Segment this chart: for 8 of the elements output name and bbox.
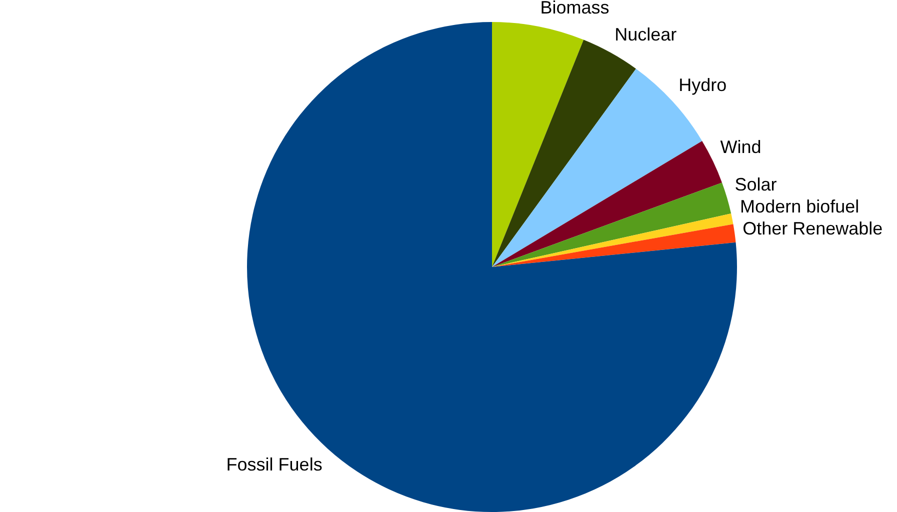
slice-label: Wind: [720, 136, 762, 157]
slice-label: Other Renewable: [742, 218, 883, 239]
slice-label: Solar: [734, 174, 777, 195]
slice-label: Nuclear: [614, 24, 677, 45]
slice-label: Modern biofuel: [740, 196, 860, 217]
slice-label: Fossil Fuels: [226, 454, 322, 475]
slice-label: Biomass: [540, 0, 610, 18]
slice-label: Hydro: [678, 75, 727, 96]
